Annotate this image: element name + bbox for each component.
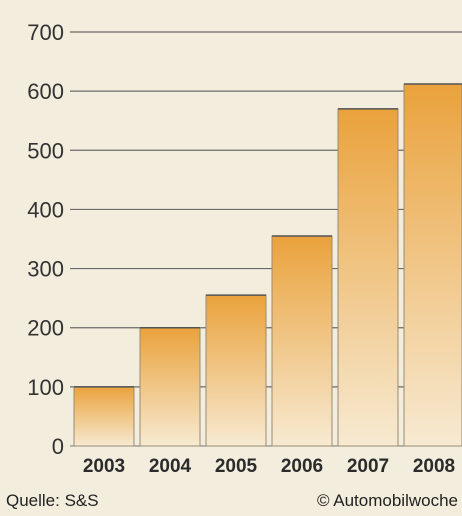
y-tick-label: 700 [27,20,64,45]
y-tick-label: 500 [27,138,64,163]
bar-2007 [337,108,399,447]
y-tick-label: 600 [27,79,64,104]
x-tick-label-2004: 2004 [149,456,192,477]
x-tick-label-2006: 2006 [281,456,323,477]
bar-2006 [271,235,333,447]
source-note: Quelle: S&S [6,491,99,510]
x-tick-label-2003: 2003 [83,456,125,477]
y-tick-label: 400 [27,197,64,222]
bar-2004 [139,327,201,447]
bar-2005 [205,294,267,447]
y-axis-ticks: 0 100 200 300 400 500 600 700 [27,20,64,459]
x-tick-label-2008: 2008 [413,456,455,477]
x-axis-labels: 2003 2004 2005 2006 2007 2008 [83,456,455,477]
copyright-note: © Automobilwoche [317,491,458,510]
bar-2008 [403,83,462,447]
y-tick-label: 0 [52,434,64,459]
y-tick-label: 200 [27,316,64,341]
y-tick-label: 100 [27,375,64,400]
y-tick-label: 300 [27,257,64,282]
x-tick-label-2007: 2007 [347,456,389,477]
gridlines [70,31,462,447]
x-tick-label-2005: 2005 [215,456,258,477]
bar-2003 [73,386,135,447]
bars [73,83,462,447]
